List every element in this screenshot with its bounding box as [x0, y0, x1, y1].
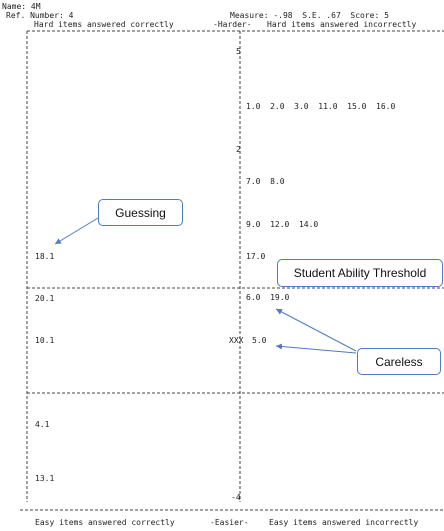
- scale-bottom-value: -4: [231, 493, 241, 502]
- measure-summary: Measure: -.98 S.E. .67 Score: 5: [230, 11, 389, 20]
- scale-top-value: 5: [236, 47, 241, 56]
- right-items-row-6: 5.0: [252, 336, 267, 345]
- right-items-row-1: 1.0 2.0 3.0 11.0 15.0 16.0: [246, 102, 396, 111]
- left-item-18-1: 18.1: [35, 252, 55, 261]
- guessing-arrow: [54, 217, 99, 245]
- left-item-10-1: 10.1: [35, 336, 55, 345]
- left-item-20-1: 20.1: [35, 294, 55, 303]
- left-item-4-1: 4.1: [35, 420, 50, 429]
- left-item-13-1: 13.1: [35, 474, 55, 483]
- left-footer-label: Easy items answered correctly: [35, 518, 175, 527]
- careless-arrow-lower: [275, 343, 357, 354]
- careless-arrow-upper: [275, 308, 357, 352]
- harder-label: -Harder-: [213, 20, 252, 29]
- student-ability-threshold-callout: Student Ability Threshold: [277, 259, 443, 287]
- reference-number: Ref. Number: 4: [6, 11, 74, 20]
- right-items-row-4: 17.0: [246, 252, 266, 261]
- person-position-marker: XXX: [229, 336, 244, 345]
- easier-label: -Easier-: [210, 518, 249, 527]
- right-column-heading: Hard items answered incorrectly: [267, 20, 417, 29]
- student-name: Name: 4M: [2, 2, 41, 11]
- scale-mid-value: 2: [236, 145, 241, 154]
- right-items-row-3: 9.0 12.0 14.0: [246, 220, 319, 229]
- careless-callout: Careless: [357, 348, 441, 375]
- right-items-row-2: 7.0 8.0: [246, 177, 285, 186]
- left-column-heading: Hard items answered correctly: [34, 20, 174, 29]
- guessing-callout: Guessing: [98, 199, 183, 226]
- right-items-row-5: 6.0 19.0: [246, 293, 290, 302]
- right-footer-label: Easy items answered incorrectly: [269, 518, 419, 527]
